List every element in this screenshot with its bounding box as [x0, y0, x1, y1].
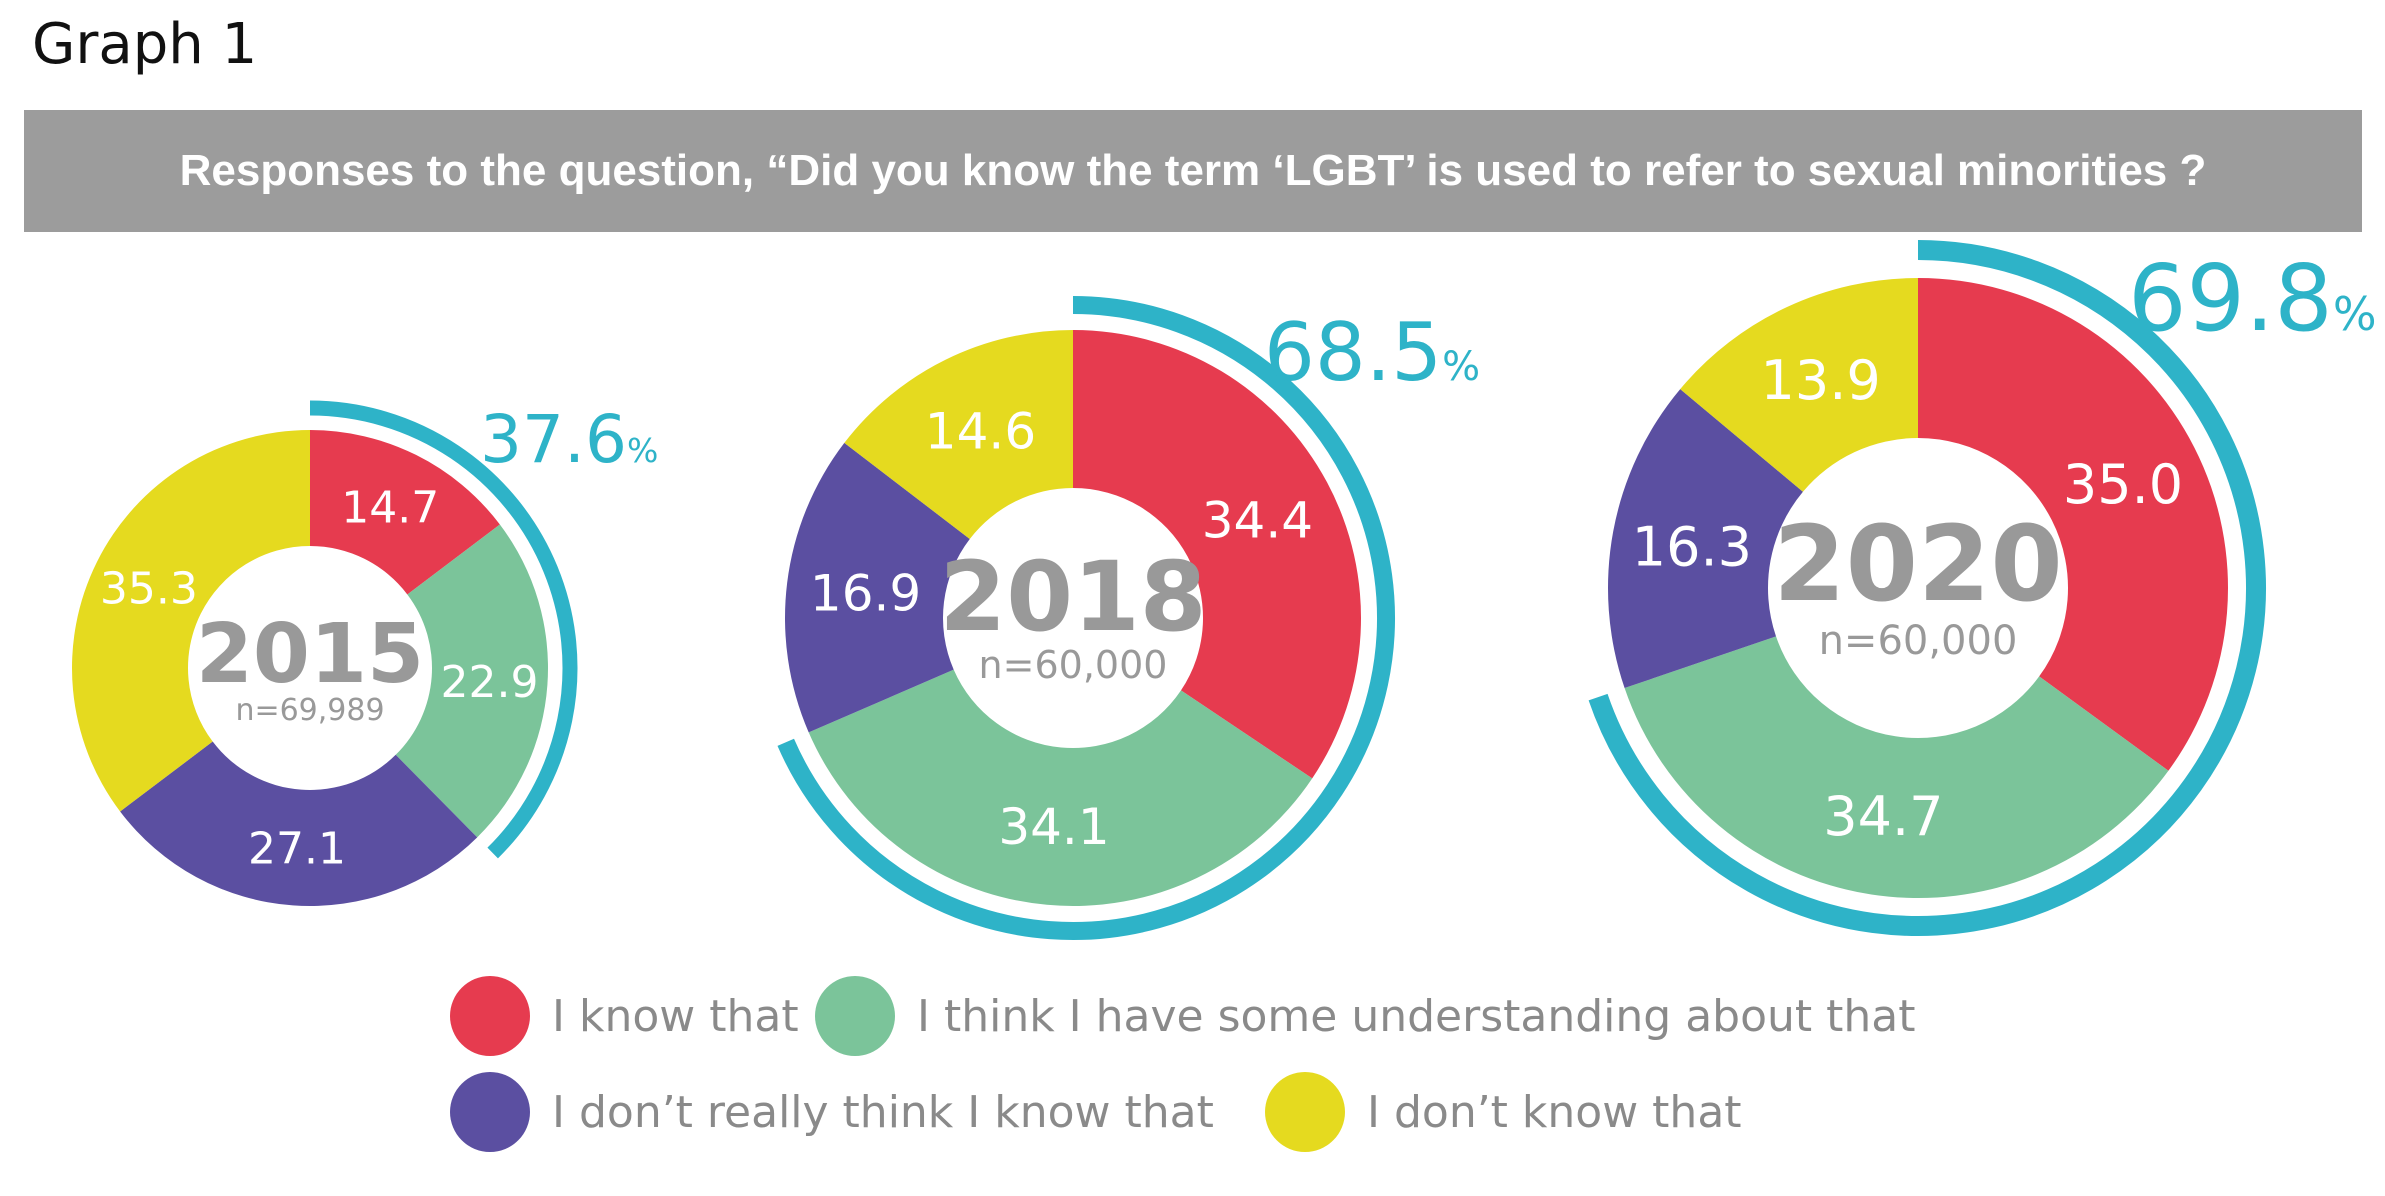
highlight-total-value-2018: 68.5: [1264, 306, 1442, 399]
legend: I know that I think I have some understa…: [450, 968, 1950, 1168]
slice-label-2018-know: 34.4: [1202, 492, 1313, 550]
highlight-total-2015: 37.6%: [480, 401, 658, 478]
center-n-2015: n=69,989: [235, 693, 384, 728]
slice-label-2015-dont-know: 35.3: [100, 564, 198, 615]
highlight-total-2020: 69.8%: [2128, 245, 2377, 352]
highlight-total-unit-2018: %: [1442, 344, 1480, 390]
legend-swatch-dont-really: [450, 1072, 530, 1152]
highlight-arc-2015: [309, 400, 578, 859]
slice-2015-some-understanding: [395, 524, 549, 838]
slice-label-2018-dont-really: 16.9: [810, 564, 921, 622]
legend-swatch-some-understanding: [815, 976, 895, 1056]
slice-label-2020-know: 35.0: [2063, 453, 2183, 516]
legend-swatch-know: [450, 976, 530, 1056]
center-year-2015: 2015: [196, 607, 424, 702]
highlight-total-unit-2015: %: [627, 431, 658, 470]
question-banner: Responses to the question, “Did you know…: [24, 110, 2362, 232]
slice-2018-dont-know: [844, 330, 1073, 539]
slice-2020-dont-know: [1680, 278, 1918, 492]
center-year-2018: 2018: [939, 541, 1206, 653]
slice-label-2015-know: 14.7: [341, 483, 439, 534]
legend-label-dont-really: I don’t really think I know that: [552, 1086, 1214, 1138]
slice-label-2020-dont-know: 13.9: [1761, 349, 1881, 412]
legend-item-dont-really: I don’t really think I know that: [450, 1072, 1214, 1152]
legend-label-know: I know that: [552, 990, 799, 1042]
center-n-2018: n=60,000: [979, 643, 1168, 687]
slice-label-2020-some-understanding: 34.7: [1823, 785, 1943, 848]
slice-2018-dont-really: [785, 442, 970, 733]
legend-item-some-understanding: I think I have some understanding about …: [815, 976, 1916, 1056]
highlight-total-value-2015: 37.6: [480, 401, 627, 478]
legend-item-dont-know: I don’t know that: [1265, 1072, 1742, 1152]
slice-2018-know: [1073, 329, 1362, 779]
center-n-2020: n=60,000: [1819, 618, 2018, 664]
slice-2018-some-understanding: [808, 669, 1313, 907]
slice-label-2020-dont-really: 16.3: [1632, 515, 1752, 578]
legend-item-know: I know that: [450, 976, 799, 1056]
slice-label-2015-some-understanding: 22.9: [441, 657, 539, 708]
center-year-2020: 2020: [1773, 503, 2062, 625]
slice-2015-know: [310, 430, 500, 595]
legend-label-some-understanding: I think I have some understanding about …: [917, 990, 1916, 1042]
slice-label-2018-some-understanding: 34.1: [998, 798, 1109, 856]
highlight-total-2018: 68.5%: [1264, 306, 1480, 399]
slice-2015-dont-really: [120, 741, 478, 906]
slice-2015-dont-know: [71, 430, 310, 812]
slice-2020-dont-really: [1607, 389, 1803, 689]
highlight-arc-2020: [1588, 240, 2266, 936]
slice-label-2018-dont-know: 14.6: [925, 403, 1036, 461]
donut-charts: 14.722.927.135.337.6%2015n=69,98934.434.…: [71, 240, 2377, 940]
slice-2020-some-understanding: [1624, 636, 2169, 898]
graph-label: Graph 1: [32, 12, 258, 77]
highlight-total-unit-2020: %: [2333, 287, 2377, 341]
legend-label-dont-know: I don’t know that: [1367, 1086, 1742, 1138]
highlight-arc-2018: [777, 296, 1395, 940]
slice-2020-know: [1918, 278, 2228, 771]
slice-label-2015-dont-really: 27.1: [248, 823, 346, 874]
highlight-total-value-2020: 69.8: [2128, 245, 2333, 352]
legend-swatch-dont-know: [1265, 1072, 1345, 1152]
